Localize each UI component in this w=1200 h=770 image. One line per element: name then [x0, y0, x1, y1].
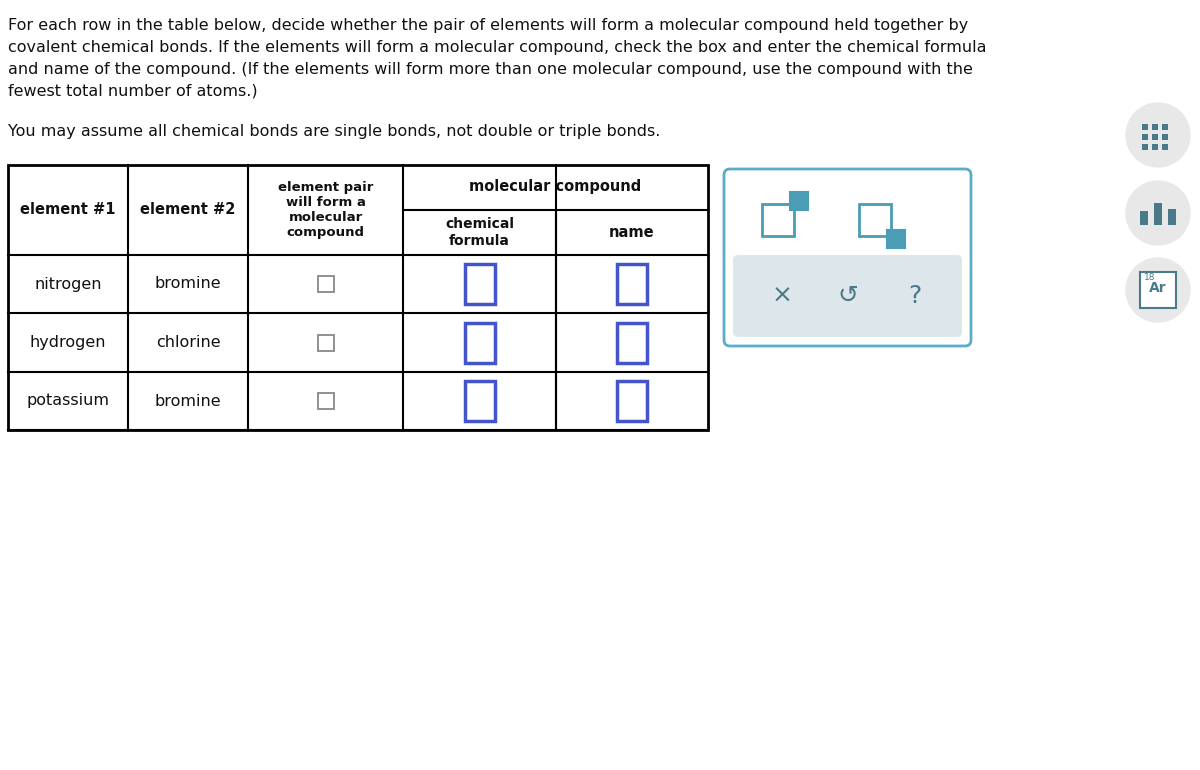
Bar [1152, 134, 1158, 140]
Text: ×: × [772, 284, 792, 308]
Text: Ar: Ar [1150, 281, 1166, 295]
FancyBboxPatch shape [724, 169, 971, 346]
Bar [464, 323, 494, 363]
Text: fewest total number of atoms.): fewest total number of atoms.) [8, 84, 258, 99]
Bar [762, 204, 794, 236]
Text: element pair
will form a
molecular
compound: element pair will form a molecular compo… [278, 181, 373, 239]
Bar [1142, 144, 1148, 150]
Bar [318, 276, 334, 292]
Text: 18: 18 [1145, 273, 1156, 283]
FancyBboxPatch shape [733, 255, 962, 337]
Bar [1142, 124, 1148, 130]
Text: ↺: ↺ [838, 284, 858, 308]
Text: hydrogen: hydrogen [30, 335, 107, 350]
Text: name: name [610, 225, 655, 240]
Text: and name of the compound. (If the elements will form more than one molecular com: and name of the compound. (If the elemen… [8, 62, 973, 77]
Bar [1142, 134, 1148, 140]
Bar [1152, 144, 1158, 150]
Text: molecular compound: molecular compound [469, 179, 642, 195]
Text: covalent chemical bonds. If the elements will form a molecular compound, check t: covalent chemical bonds. If the elements… [8, 40, 986, 55]
Bar [1154, 203, 1162, 225]
Bar [318, 334, 334, 350]
Text: bromine: bromine [155, 276, 221, 292]
Bar [1162, 144, 1168, 150]
Bar [8, 165, 708, 430]
Bar [1152, 124, 1158, 130]
Text: bromine: bromine [155, 393, 221, 409]
Bar [464, 381, 494, 421]
Bar [1140, 211, 1148, 225]
Text: ?: ? [908, 284, 922, 308]
Text: chlorine: chlorine [156, 335, 221, 350]
Bar [1162, 124, 1168, 130]
Bar [1168, 209, 1176, 225]
Bar [318, 393, 334, 409]
Text: For each row in the table below, decide whether the pair of elements will form a: For each row in the table below, decide … [8, 18, 968, 33]
Circle shape [1126, 103, 1190, 167]
Text: chemical
formula: chemical formula [445, 217, 514, 248]
Text: element #2: element #2 [140, 203, 235, 217]
Bar [859, 204, 890, 236]
Text: element #1: element #1 [20, 203, 115, 217]
Circle shape [1126, 181, 1190, 245]
Bar [1162, 134, 1168, 140]
Bar [617, 264, 647, 304]
Bar [887, 230, 905, 248]
Bar [790, 192, 808, 210]
Circle shape [1126, 258, 1190, 322]
Bar [617, 381, 647, 421]
Bar [617, 323, 647, 363]
Bar [1140, 272, 1176, 308]
Bar [464, 264, 494, 304]
Text: nitrogen: nitrogen [35, 276, 102, 292]
Text: You may assume all chemical bonds are single bonds, not double or triple bonds.: You may assume all chemical bonds are si… [8, 124, 660, 139]
Text: potassium: potassium [26, 393, 109, 409]
